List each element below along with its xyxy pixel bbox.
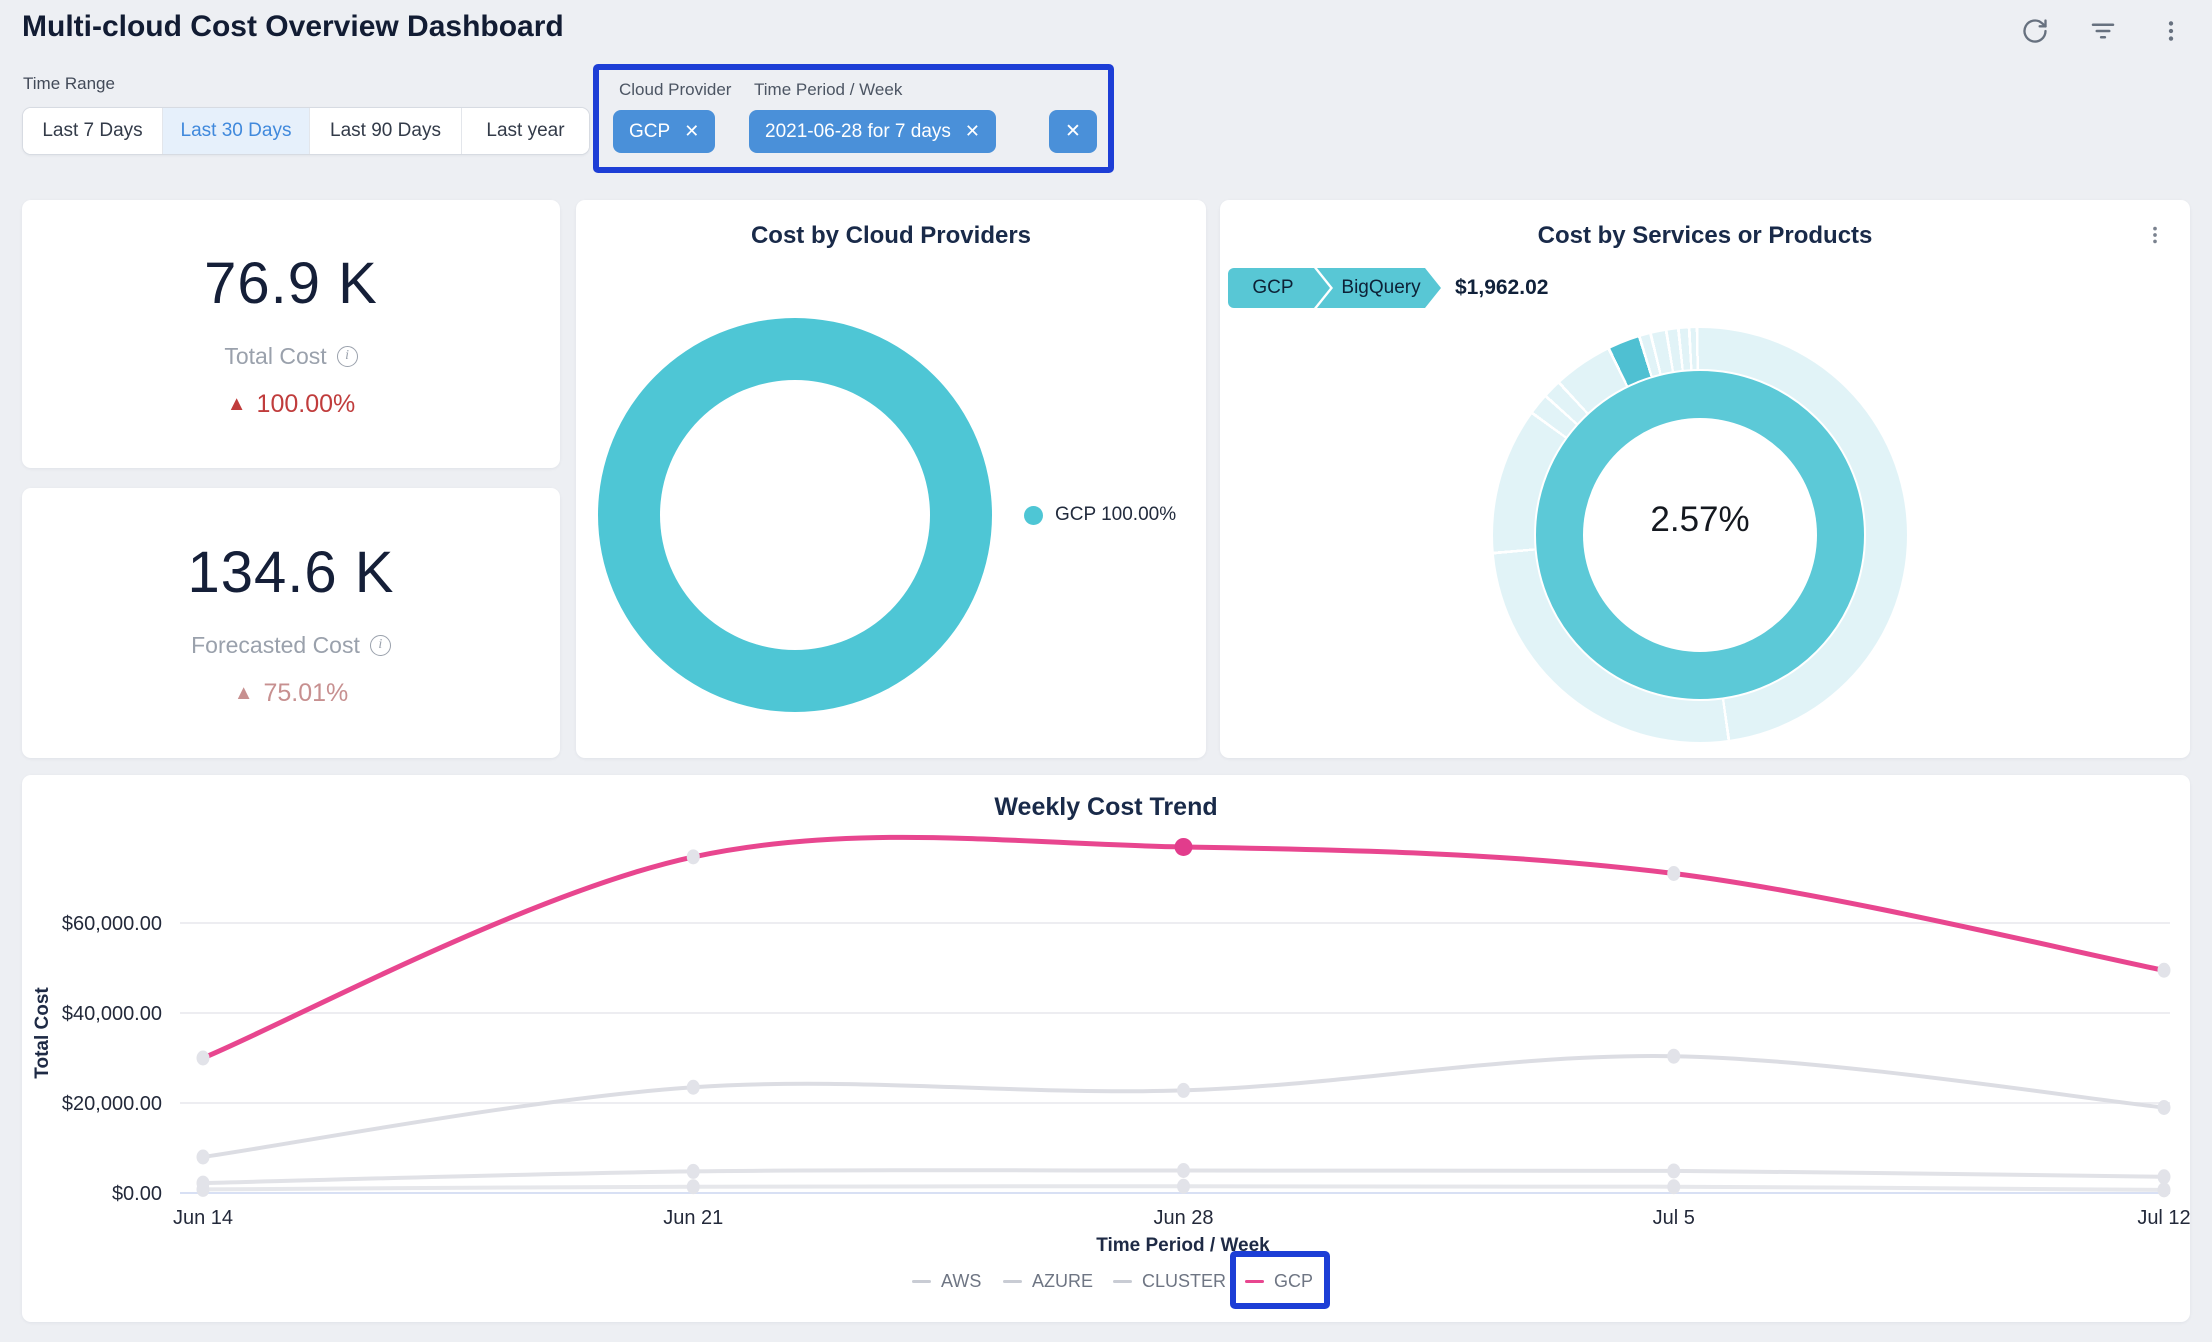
legend-dot-icon <box>1024 505 1043 525</box>
legend-dash-icon <box>912 1280 931 1283</box>
time-range-last-30-days[interactable]: Last 30 Days <box>162 108 309 154</box>
delta-up-icon: ▲ <box>233 681 254 704</box>
total-cost-delta: 100.00% <box>256 389 356 418</box>
forecasted-cost-label: Forecasted Cost <box>191 631 360 658</box>
legend-dash-icon <box>1245 1280 1264 1283</box>
svg-text:$20,000.00: $20,000.00 <box>62 1093 162 1115</box>
cloud-provider-chip-close-icon[interactable]: ✕ <box>684 121 700 141</box>
time-period-filter-label: Time Period / Week <box>754 80 903 99</box>
legend-label: CLUSTER <box>1142 1271 1227 1291</box>
clear-filters-button[interactable]: ✕ <box>1049 110 1097 153</box>
legend-item-gcp[interactable]: GCP 100.00% <box>1024 504 1176 526</box>
time-period-chip-close-icon[interactable]: ✕ <box>964 121 980 141</box>
legend-dash-icon <box>1113 1280 1132 1283</box>
time-range-last-90-days[interactable]: Last 90 Days <box>309 108 461 154</box>
svg-text:Jun 14: Jun 14 <box>173 1207 233 1229</box>
svg-text:Jun 28: Jun 28 <box>1153 1207 1213 1229</box>
time-range-group: Last 7 Days Last 30 Days Last 90 Days La… <box>22 107 590 155</box>
cloud-provider-filter-label: Cloud Provider <box>619 80 732 99</box>
time-range-last-year[interactable]: Last year <box>461 108 589 154</box>
selected-service-cost: $1,962.02 <box>1455 276 1549 299</box>
svg-text:$60,000.00: $60,000.00 <box>62 913 162 935</box>
card-kebab-menu-icon[interactable] <box>2140 220 2170 250</box>
cost-by-cloud-providers-title: Cost by Cloud Providers <box>750 222 1032 249</box>
cost-by-cloud-providers-card: Cost by Cloud Providers GCP 100.00% <box>576 200 1206 758</box>
info-icon[interactable]: i <box>336 345 358 367</box>
time-range-last-7-days[interactable]: Last 7 Days <box>23 108 162 154</box>
info-icon[interactable]: i <box>369 634 391 656</box>
svg-text:Jun 21: Jun 21 <box>663 1207 723 1229</box>
cloud-provider-chip-value: GCP <box>629 120 671 142</box>
filter-icon[interactable] <box>2088 16 2118 46</box>
header-toolbar <box>2020 16 2186 46</box>
forecasted-cost-value: 134.6 K <box>187 539 395 605</box>
svg-text:Jul 12: Jul 12 <box>2137 1207 2190 1229</box>
clear-filters-close-icon: ✕ <box>1065 121 1081 142</box>
refresh-icon[interactable] <box>2020 16 2050 46</box>
sunburst-hole <box>1583 418 1817 652</box>
cloud-provider-chip[interactable]: GCP ✕ <box>613 110 716 153</box>
svg-text:Total Cost: Total Cost <box>32 987 53 1079</box>
weekly-cost-trend-chart[interactable]: $0.00 $20,000.00 $40,000.00 $60,000.00 Jun 1… <box>22 775 2190 1322</box>
total-cost-value: 76.9 K <box>204 250 378 316</box>
svg-text:Jul 5: Jul 5 <box>1653 1207 1695 1229</box>
weekly-cost-trend-title: Weekly Cost Trend <box>994 793 1218 821</box>
cost-by-services-card: Cost by Services or Products GCP BigQuer… <box>1220 200 2190 758</box>
weekly-cost-trend-card: Weekly Cost Trend $0.00 $20,000.00 $40,000… <box>22 775 2190 1322</box>
legend-label: AZURE <box>1032 1271 1094 1291</box>
donut-hole <box>660 380 930 650</box>
svg-text:Time Period / Week: Time Period / Week <box>1096 1235 1270 1256</box>
legend-label: GCP <box>1274 1271 1314 1291</box>
breadcrumb-gcp[interactable]: GCP <box>1228 268 1330 308</box>
cost-by-services-title: Cost by Services or Products <box>1537 222 1873 249</box>
legend-label: GCP 100.00% <box>1055 504 1177 525</box>
forecasted-cost-delta: 75.01% <box>263 678 349 707</box>
legend-item-azure[interactable]: AZURE <box>1003 1271 1093 1292</box>
breadcrumb-bigquery[interactable]: BigQuery <box>1317 268 1441 308</box>
trend-legend: AWS AZURE CLUSTER GCP <box>22 1271 2190 1301</box>
svg-text:$40,000.00: $40,000.00 <box>62 1003 162 1025</box>
total-cost-kpi-card: 76.9 K Total Cost i ▲ 100.00% <box>22 200 560 468</box>
total-cost-label: Total Cost <box>224 342 327 369</box>
time-period-chip-value: 2021-06-28 for 7 days <box>765 120 951 142</box>
time-range-label: Time Range <box>23 74 115 93</box>
legend-item-aws[interactable]: AWS <box>912 1271 981 1292</box>
cloud-providers-donut-chart[interactable] <box>598 318 992 712</box>
services-breadcrumb: GCP BigQuery $1,962.02 <box>1228 268 1548 308</box>
legend-item-cluster[interactable]: CLUSTER <box>1113 1271 1226 1292</box>
delta-up-icon: ▲ <box>226 392 247 415</box>
legend-item-gcp[interactable]: GCP <box>1245 1271 1313 1292</box>
kebab-menu-icon[interactable] <box>2156 16 2186 46</box>
svg-text:$0.00: $0.00 <box>112 1183 162 1205</box>
page-title: Multi-cloud Cost Overview Dashboard <box>22 10 564 43</box>
sunburst-center-percent: 2.57% <box>1650 500 1750 539</box>
time-period-chip[interactable]: 2021-06-28 for 7 days ✕ <box>749 110 996 153</box>
legend-dash-icon <box>1003 1280 1022 1283</box>
forecasted-cost-kpi-card: 134.6 K Forecasted Cost i ▲ 75.01% <box>22 488 560 758</box>
legend-label: AWS <box>941 1271 982 1291</box>
